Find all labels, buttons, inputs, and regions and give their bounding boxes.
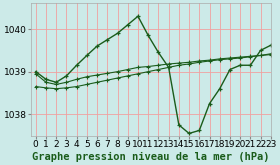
X-axis label: Graphe pression niveau de la mer (hPa): Graphe pression niveau de la mer (hPa) [32, 151, 269, 162]
